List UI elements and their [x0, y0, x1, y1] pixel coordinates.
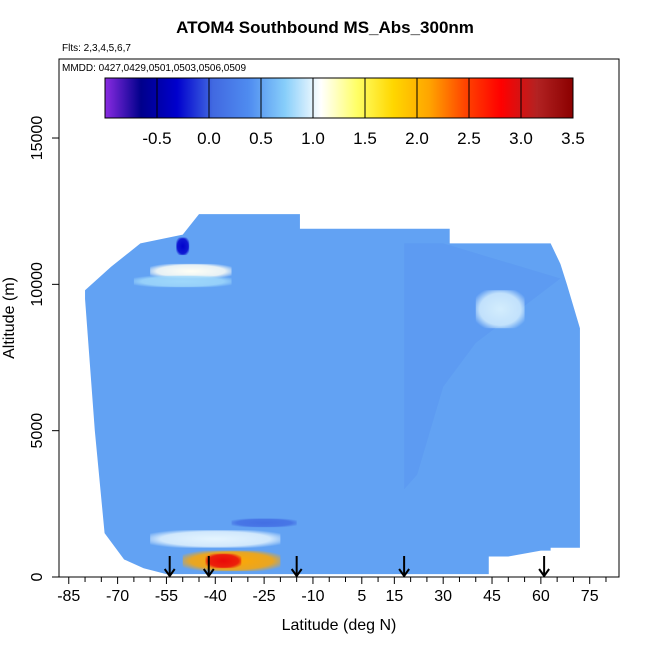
colorbar-tick-label: 3.5 — [561, 129, 585, 148]
dates-label: MMDD: 0427,0429,0501,0503,0506,0509 — [62, 63, 246, 74]
profile-arrow-head — [163, 568, 176, 578]
feature-upper-left-light-band — [133, 275, 232, 288]
x-tick-label: -10 — [301, 588, 324, 605]
colorbar-tick-label: 3.0 — [509, 129, 533, 148]
colorbar-tick-label: 1.0 — [301, 129, 325, 148]
feature-upper-left-dark-band — [176, 237, 190, 256]
x-tick-label: -55 — [155, 588, 178, 605]
colorbar-tick-label: 0.0 — [197, 129, 221, 148]
x-tick-label: 60 — [532, 588, 550, 605]
feature-surface-pollution-core — [205, 553, 242, 569]
y-tick-label: 10000 — [29, 262, 46, 307]
sampled-region — [85, 214, 580, 575]
colorbar-tick-label: 1.5 — [353, 129, 377, 148]
profile-arrow — [538, 556, 550, 578]
colorbar-tick-label: 2.5 — [457, 129, 481, 148]
feature-right-plume — [475, 290, 525, 329]
profile-arrow-head — [290, 568, 303, 578]
x-tick-label: 30 — [434, 588, 452, 605]
y-tick-label: 5000 — [29, 413, 46, 449]
colorbar-tick-label: 2.0 — [405, 129, 429, 148]
feature-upper-left-bright-band — [150, 263, 232, 279]
flights-label: Flts: 2,3,4,5,6,7 — [62, 43, 131, 54]
x-tick-label: -70 — [106, 588, 129, 605]
feature-low-bright-band — [150, 530, 281, 548]
x-tick-label: 75 — [581, 588, 599, 605]
y-tick-label: 0 — [29, 572, 46, 581]
x-axis-label: Latitude (deg N) — [282, 617, 397, 634]
profile-arrow — [163, 556, 176, 578]
colorbar-gradient — [104, 77, 574, 119]
chart-title: ATOM4 Southbound MS_Abs_300nm — [176, 18, 474, 37]
x-tick-label: 45 — [483, 588, 501, 605]
x-tick-label: 5 — [357, 588, 366, 605]
y-axis-label: Altitude (m) — [1, 277, 18, 359]
profile-arrow — [398, 556, 410, 578]
y-tick-label: 15000 — [29, 116, 46, 161]
x-tick-label: -85 — [57, 588, 80, 605]
profile-arrow-head — [538, 568, 550, 578]
x-tick-label: -25 — [253, 588, 276, 605]
profile-arrow-head — [398, 568, 410, 578]
profile-arrow — [202, 556, 215, 578]
x-tick-label: -40 — [204, 588, 227, 605]
profile-arrow-head — [202, 568, 215, 578]
plot-frame — [58, 58, 620, 578]
profile-arrow — [290, 556, 303, 578]
feature-low-dark-band — [231, 518, 297, 528]
x-tick-label: 15 — [385, 588, 403, 605]
colorbar: -0.5 0.0 0.5 1.0 1.5 2.0 2.5 3.0 3.5 — [104, 77, 585, 148]
colorbar-tick-label: -0.5 — [142, 129, 171, 148]
colorbar-tick-label: 0.5 — [249, 129, 273, 148]
